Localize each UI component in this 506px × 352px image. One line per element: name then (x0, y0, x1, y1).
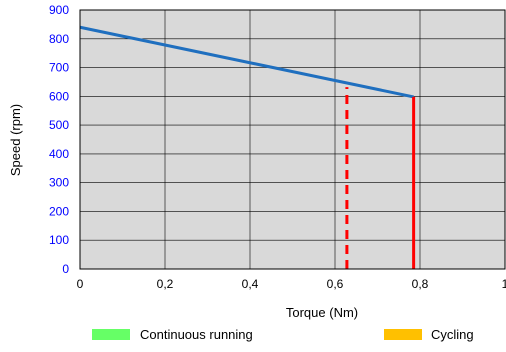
legend: Continuous running Cycling (92, 327, 474, 342)
legend-swatch (92, 329, 130, 340)
plot-area (80, 10, 505, 269)
y-tick-label: 500 (49, 118, 69, 132)
series-lines (79, 25, 416, 269)
legend-label: Continuous running (140, 327, 253, 342)
y-tick-label: 800 (49, 32, 69, 46)
x-axis-label: Torque (Nm) (286, 305, 358, 320)
y-tick-label: 200 (49, 204, 69, 218)
x-tick-label: 0,6 (327, 277, 344, 291)
y-tick-label: 400 (49, 147, 69, 161)
x-tick-label: 0 (77, 277, 84, 291)
y-tick-labels: 0 100 200 300 400 500 600 700 800 900 (49, 3, 69, 276)
y-tick-label: 600 (49, 89, 69, 103)
x-tick-label: 0,4 (242, 277, 259, 291)
series-line-0 (79, 25, 414, 99)
y-tick-label: 100 (49, 233, 69, 247)
y-tick-label: 0 (62, 262, 69, 276)
y-tick-label: 700 (49, 61, 69, 75)
legend-label: Cycling (431, 327, 474, 342)
x-tick-labels: 0 0,2 0,4 0,6 0,8 1 (77, 277, 506, 291)
x-tick-label: 0,2 (157, 277, 174, 291)
legend-swatch (384, 329, 422, 340)
x-tick-label: 0,8 (412, 277, 429, 291)
x-tick-label: 1 (502, 277, 506, 291)
y-tick-label: 300 (49, 176, 69, 190)
y-tick-label: 900 (49, 3, 69, 17)
y-axis-label: Speed (rpm) (8, 104, 23, 176)
plot-border (79, 9, 506, 270)
